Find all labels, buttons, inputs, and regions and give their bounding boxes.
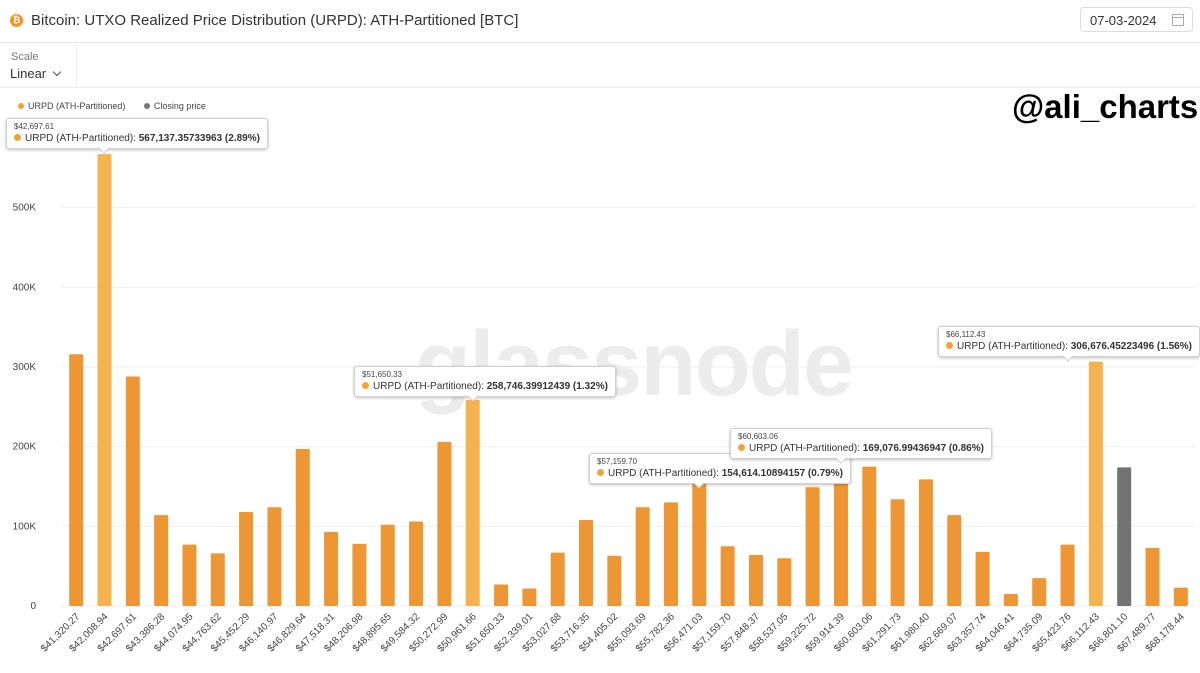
bar-urpd[interactable] (918, 479, 933, 606)
bar-urpd[interactable] (579, 519, 594, 606)
y-tick-label: 200K (13, 442, 37, 453)
tooltip-price: $60,603.06 (738, 432, 779, 441)
legend-label-urpd: URPD (ATH-Partitioned) (28, 101, 126, 111)
chart-legend: URPD (ATH-Partitioned) Closing price (18, 101, 222, 111)
bar-urpd[interactable] (748, 555, 763, 606)
bar-urpd[interactable] (69, 354, 84, 606)
legend-dot-closing (143, 103, 150, 109)
bar-urpd[interactable] (1003, 594, 1018, 606)
bar-urpd[interactable] (607, 555, 622, 606)
bar-urpd[interactable] (154, 515, 169, 606)
bar-urpd[interactable] (1060, 544, 1075, 606)
bar-urpd[interactable] (182, 544, 197, 606)
tooltip-line: URPD (ATH-Partitioned): 306,676.45223496… (946, 341, 1192, 352)
bar-urpd[interactable] (805, 487, 820, 606)
bar-urpd[interactable] (1173, 587, 1188, 606)
calendar-icon[interactable] (1172, 14, 1184, 26)
tooltip-price: $42,697.61 (14, 122, 55, 131)
legend-item-urpd[interactable]: URPD (ATH-Partitioned) (18, 101, 125, 111)
bar-urpd[interactable] (720, 546, 735, 606)
y-tick-label: 0 (30, 601, 36, 612)
chart-controls: Scale Linear (0, 43, 1200, 88)
bar-urpd[interactable] (1088, 361, 1103, 606)
y-tick-label: 500K (13, 203, 37, 214)
bar-urpd[interactable] (324, 531, 339, 606)
bar-urpd[interactable] (975, 551, 990, 606)
tooltip-dot (362, 382, 369, 389)
author-watermark: @ali_charts (1012, 88, 1199, 125)
bar-urpd[interactable] (522, 588, 537, 606)
tooltip-label: URPD (ATH-Partitioned): (373, 381, 487, 392)
tooltip-value: 154,614.10894157 (0.79%) (721, 468, 843, 479)
scale-select[interactable]: Linear (10, 66, 62, 81)
tooltip-value: 169,076.99436947 (0.86%) (862, 443, 984, 454)
bar-urpd[interactable] (550, 552, 565, 606)
glassnode-watermark: glassnode (415, 313, 854, 415)
tooltip-line: URPD (ATH-Partitioned): 258,746.39912439… (362, 381, 608, 392)
tooltip-line: URPD (ATH-Partitioned): 154,614.10894157… (597, 468, 843, 479)
tooltip: $60,603.06 URPD (ATH-Partitioned): 169,07… (730, 428, 992, 459)
tooltip-value: 258,746.39912439 (1.32%) (486, 381, 608, 392)
scale-label: Scale (11, 51, 39, 63)
tooltip-value: 306,676.45223496 (1.56%) (1070, 341, 1192, 352)
legend-label-closing: Closing price (153, 101, 206, 111)
scale-control: Scale Linear (0, 43, 77, 87)
tooltip-line: URPD (ATH-Partitioned): 169,076.99436947… (738, 443, 984, 454)
bar-closing-price[interactable] (1117, 467, 1132, 606)
tooltip-label: URPD (ATH-Partitioned): (957, 341, 1071, 352)
tooltip-dot (738, 444, 745, 451)
tooltip-value: 567,137.35733963 (2.89%) (138, 133, 260, 144)
tooltip: $51,650.33 URPD (ATH-Partitioned): 258,74… (354, 366, 616, 397)
bar-urpd[interactable] (409, 521, 424, 606)
tooltip-label: URPD (ATH-Partitioned): (25, 133, 139, 144)
bar-urpd[interactable] (1032, 578, 1047, 606)
legend-dot-urpd (18, 103, 24, 109)
tooltip-label: URPD (ATH-Partitioned): (749, 443, 863, 454)
date-picker[interactable]: 07-03-2024 (1080, 7, 1193, 32)
bar-urpd[interactable] (295, 449, 310, 606)
bar-urpd[interactable] (833, 471, 848, 606)
tooltip: $42,697.61 URPD (ATH-Partitioned): 567,13… (6, 118, 268, 149)
bar-urpd[interactable] (125, 376, 140, 606)
bar-urpd[interactable] (352, 543, 367, 606)
tooltip-line: URPD (ATH-Partitioned): 567,137.35733963… (14, 133, 260, 144)
y-tick-label: 100K (13, 521, 37, 532)
bar-urpd[interactable] (663, 502, 678, 606)
tooltip-dot (597, 469, 604, 476)
legend-item-closing-price[interactable]: Closing price (143, 101, 206, 111)
bar-urpd[interactable] (97, 154, 112, 606)
tooltip-dot (946, 342, 953, 349)
bar-urpd[interactable] (465, 399, 480, 606)
bar-urpd[interactable] (862, 466, 877, 606)
bar-urpd[interactable] (890, 499, 905, 606)
tooltip-price: $57,159.70 (597, 457, 638, 466)
bitcoin-icon: ₿ (10, 14, 23, 27)
bar-urpd[interactable] (692, 482, 707, 606)
bar-urpd[interactable] (437, 441, 452, 606)
bar-urpd[interactable] (635, 507, 650, 606)
date-value: 07-03-2024 (1090, 13, 1157, 28)
scale-value: Linear (10, 66, 47, 81)
chart-title: Bitcoin: UTXO Realized Price Distributio… (31, 12, 519, 29)
bar-urpd[interactable] (239, 511, 254, 606)
top-bar: ₿ Bitcoin: UTXO Realized Price Distribut… (0, 0, 1200, 43)
tooltip-price: $66,112.43 (946, 330, 986, 339)
tooltip-dot (14, 134, 21, 141)
bar-urpd[interactable] (947, 515, 962, 606)
bar-urpd[interactable] (494, 584, 509, 606)
bar-urpd[interactable] (777, 558, 792, 606)
y-tick-label: 300K (13, 362, 37, 373)
y-tick-label: 400K (13, 282, 37, 293)
bar-urpd[interactable] (1145, 547, 1160, 606)
tooltip-price: $51,650.33 (362, 370, 403, 379)
bar-urpd[interactable] (267, 507, 282, 606)
bar-urpd[interactable] (380, 524, 395, 606)
tooltip-label: URPD (ATH-Partitioned): (608, 468, 722, 479)
bar-urpd[interactable] (210, 553, 225, 606)
